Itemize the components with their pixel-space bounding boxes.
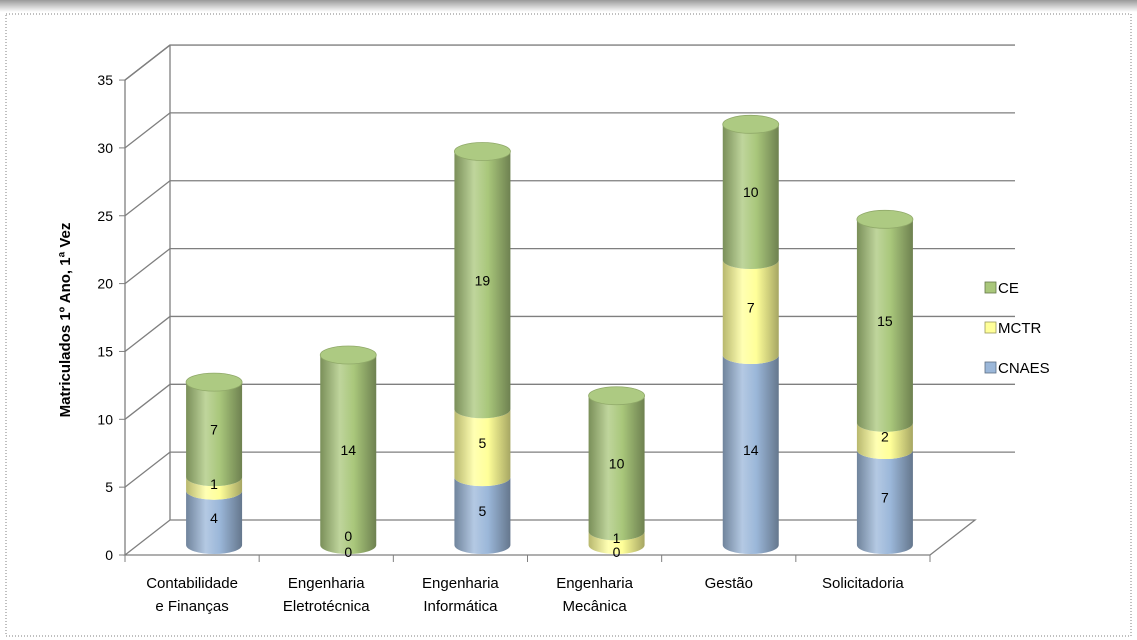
- floor: [123, 519, 977, 556]
- back-wall: [170, 45, 975, 521]
- data-label: 1: [613, 530, 621, 546]
- legend-label-cnaes: CNAES: [998, 360, 1050, 377]
- data-label: 5: [479, 503, 487, 519]
- bar-top-cap: [722, 114, 780, 134]
- legend-swatch-cnaes: [984, 361, 997, 374]
- bar-ce: [186, 382, 243, 487]
- y-tick-label: 25: [97, 208, 113, 224]
- data-label: 14: [340, 442, 356, 458]
- bar-mctr: [856, 422, 913, 460]
- data-label: 15: [877, 313, 893, 329]
- legend-swatch-ce: [984, 281, 997, 294]
- bar-top-cap: [856, 209, 914, 229]
- y-tick-label: 20: [97, 276, 113, 292]
- top-shadow: [0, 0, 1137, 12]
- data-label: 0: [613, 544, 621, 560]
- data-label: 0: [344, 544, 352, 560]
- data-label: 10: [609, 456, 625, 472]
- y-tick-label: 0: [105, 547, 113, 563]
- bar-top-cap: [588, 386, 645, 406]
- bar-cnaes: [186, 490, 243, 554]
- x-tick-label: Informática: [423, 598, 498, 615]
- bar-cnaes: [722, 355, 779, 554]
- x-tick-label: Engenharia: [422, 575, 499, 592]
- legend-label-ce: CE: [998, 280, 1019, 297]
- bar-ce: [454, 151, 511, 419]
- legend-swatch-mctr: [984, 321, 997, 334]
- bar-mctr: [454, 409, 511, 487]
- data-label: 7: [747, 300, 755, 316]
- x-tick-label: Gestão: [705, 575, 753, 592]
- y-tick-label: 35: [97, 72, 113, 88]
- legend-label-mctr: MCTR: [998, 320, 1041, 337]
- bar-ce: [722, 124, 779, 270]
- data-label: 2: [881, 428, 889, 444]
- x-tick-label: Eletrotécnica: [283, 598, 370, 615]
- bar-mctr: [722, 260, 779, 365]
- y-tick-label: 30: [97, 140, 113, 156]
- bar-ce: [320, 355, 377, 554]
- x-tick-label: Mecânica: [562, 598, 627, 615]
- bar-mctr: [588, 531, 645, 554]
- y-axis-top-edge: [124, 44, 171, 81]
- data-label: 14: [743, 442, 759, 458]
- x-tick-label: Contabilidade: [146, 575, 238, 592]
- data-label: 19: [475, 272, 491, 288]
- x-tick-label: Engenharia: [556, 575, 633, 592]
- y-axis-title: Matriculados 1º Ano, 1ª Vez: [57, 223, 74, 418]
- data-label: 0: [344, 528, 352, 544]
- data-label: 10: [743, 184, 759, 200]
- data-label: 1: [210, 476, 218, 492]
- y-tick-label: 10: [97, 411, 113, 427]
- x-tick-label: Solicitadoria: [822, 575, 904, 592]
- bar-top-cap: [319, 345, 377, 365]
- bar-mctr: [186, 477, 243, 500]
- data-label: 5: [479, 435, 487, 451]
- bar-cnaes: [856, 450, 913, 554]
- y-tick-label: 15: [97, 343, 113, 359]
- bar-ce: [856, 219, 913, 432]
- y-tick-label: 5: [105, 479, 113, 495]
- bar-top-cap: [185, 372, 243, 392]
- data-label: 7: [881, 490, 889, 506]
- bar-top-cap: [454, 142, 511, 161]
- x-tick-label: e Finanças: [155, 598, 228, 615]
- bar-ce: [588, 395, 645, 541]
- data-label: 7: [210, 422, 218, 438]
- bar-cnaes: [454, 477, 511, 554]
- data-label: 4: [210, 510, 218, 526]
- x-tick-label: Engenharia: [288, 575, 365, 592]
